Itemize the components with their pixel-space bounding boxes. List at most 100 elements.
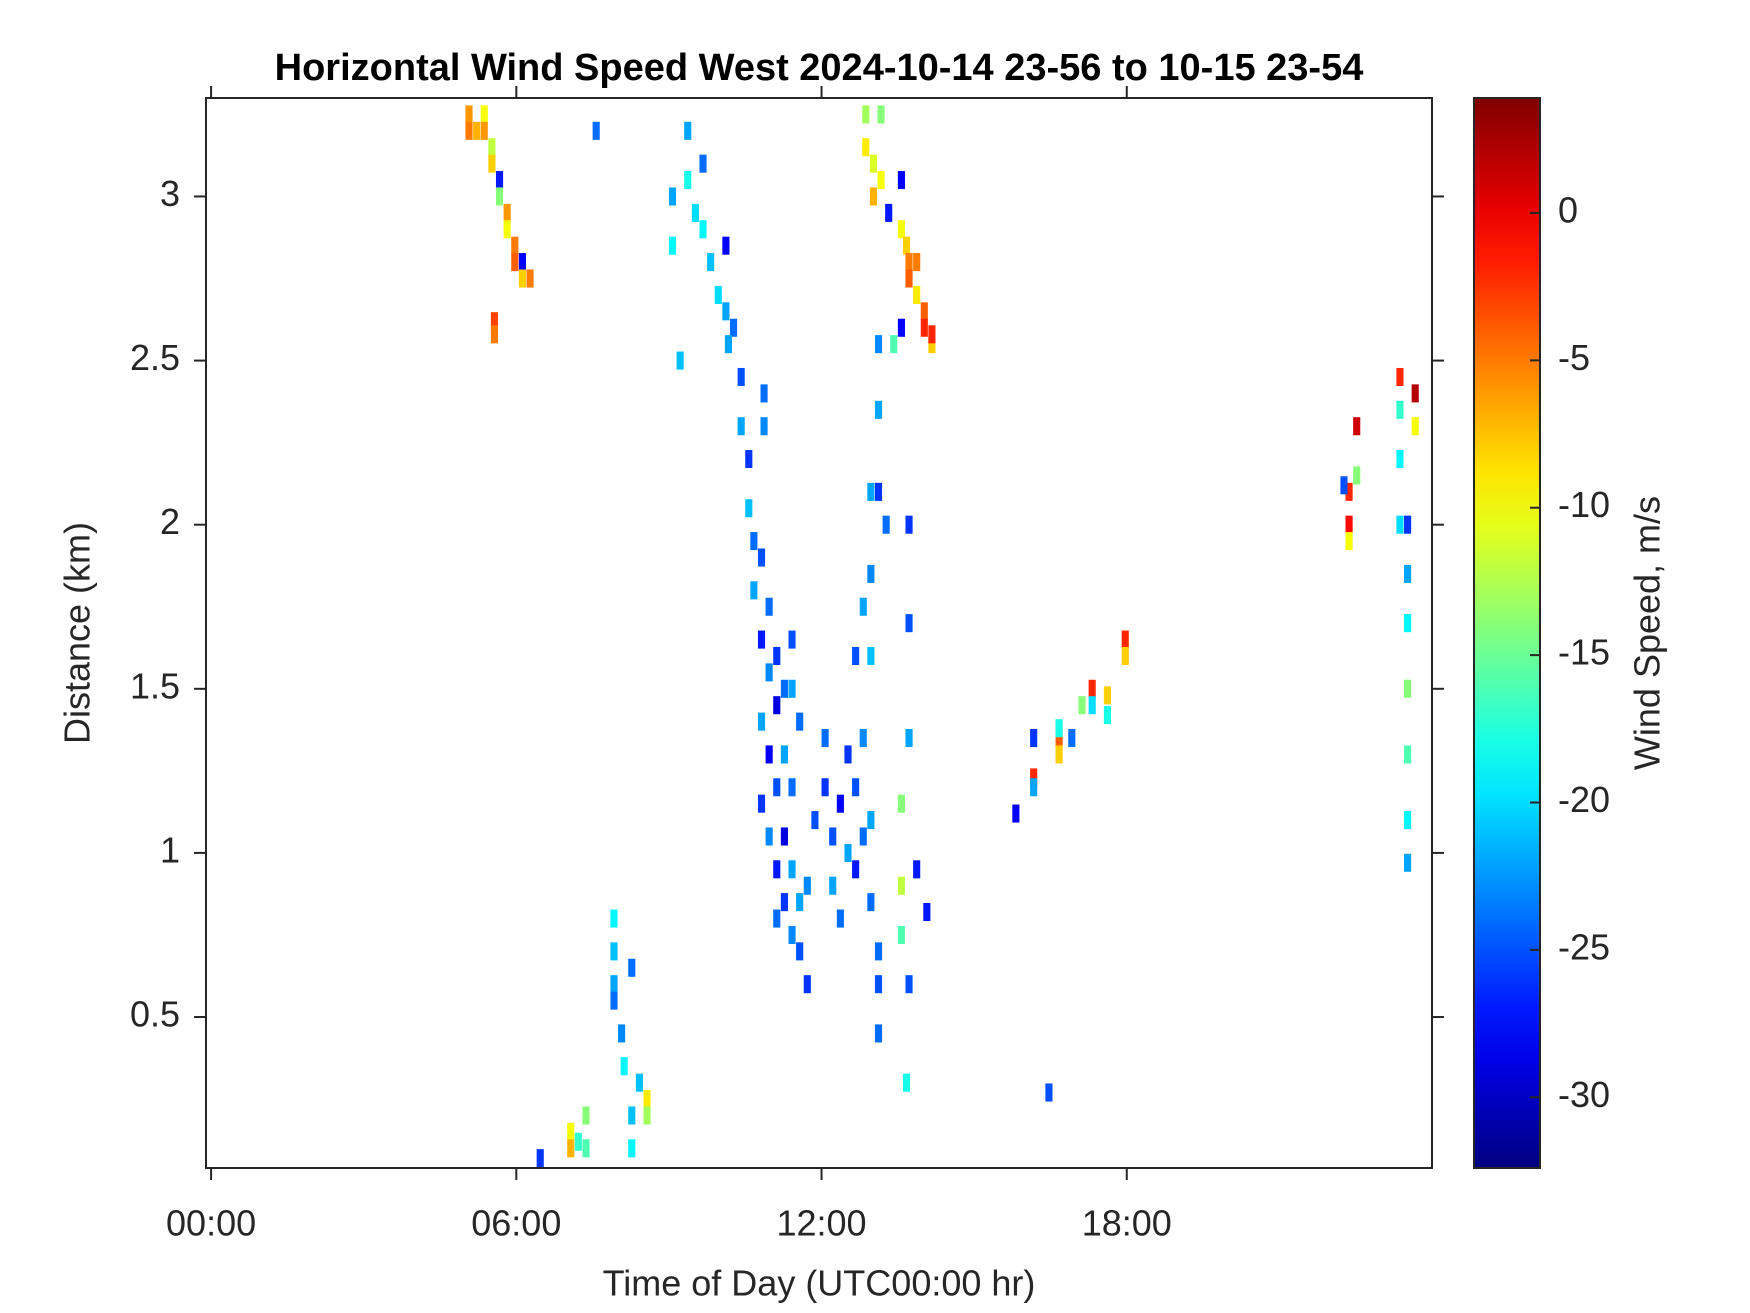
heat-cell [1088, 696, 1096, 715]
heat-cell [862, 138, 870, 157]
heat-cell [874, 335, 883, 354]
heat-cell [511, 253, 519, 272]
heat-cell [788, 778, 796, 797]
heat-cell [780, 893, 788, 912]
heat-cell [902, 1073, 911, 1092]
heat-cell [803, 876, 811, 895]
heat-cell [821, 729, 829, 748]
heat-cell [869, 187, 877, 206]
colorbar-tick-label: -5 [1558, 337, 1590, 378]
heat-cell [920, 318, 928, 337]
heat-cell [745, 450, 753, 469]
heat-cell [582, 1106, 590, 1125]
heat-cell [862, 105, 870, 124]
heat-cell [773, 778, 781, 797]
heat-cell [874, 482, 883, 501]
heat-cell [1121, 630, 1129, 649]
heat-cell [574, 1132, 582, 1151]
heat-cell [780, 745, 788, 764]
heat-cell [765, 663, 773, 682]
heat-cell [684, 121, 692, 140]
heat-cell [869, 154, 877, 173]
heat-cell [928, 335, 936, 354]
heat-cell [796, 712, 804, 731]
heat-cell [567, 1139, 575, 1158]
colorbar-tick-label: -15 [1558, 632, 1610, 673]
heat-cell [1012, 804, 1020, 823]
heat-cell [1404, 679, 1412, 698]
heat-cell [1404, 515, 1412, 534]
heat-cell [737, 367, 745, 387]
heat-cell [829, 876, 837, 895]
heat-cell [724, 335, 733, 354]
heat-cell [905, 253, 913, 272]
heat-cell [722, 302, 730, 321]
x-tick-label: 12:00 [776, 1203, 866, 1244]
heat-cell [668, 236, 677, 255]
heat-cell [859, 729, 867, 748]
heat-cell [897, 925, 905, 944]
heat-cell [905, 614, 913, 633]
heat-cell [874, 942, 883, 961]
heat-cell [897, 318, 905, 337]
heat-cell [511, 236, 519, 255]
heat-cell [852, 778, 860, 797]
plot-frame [205, 97, 1433, 1169]
heat-cell [811, 811, 819, 830]
heat-cell [1078, 696, 1086, 715]
heat-cell [928, 325, 936, 344]
heat-cell [1088, 679, 1096, 698]
heat-cell [1411, 384, 1419, 403]
heat-cell [788, 860, 796, 879]
heat-cell [773, 860, 781, 879]
heat-cell [852, 646, 860, 666]
colorbar-tick-label: -20 [1558, 779, 1610, 820]
heat-cell [829, 827, 837, 846]
heat-cell [796, 893, 804, 912]
heat-cell [1340, 476, 1348, 495]
heat-cell [643, 1090, 651, 1109]
heat-cell [867, 482, 875, 501]
heat-cell [737, 417, 745, 436]
heat-cell [913, 860, 921, 879]
heat-cell [668, 187, 677, 206]
heat-cell [920, 302, 928, 321]
heat-cell [610, 942, 618, 961]
heat-cell [905, 515, 913, 534]
heat-cell [1030, 768, 1038, 787]
heat-cell [788, 925, 796, 944]
heat-cell [760, 384, 768, 403]
heat-cell [465, 105, 473, 124]
heat-cell [567, 1122, 575, 1141]
heat-cell [490, 325, 499, 344]
heat-cell [473, 121, 481, 140]
heat-cell [707, 253, 715, 272]
y-axis-label: Distance (km) [57, 522, 98, 744]
heat-cell [867, 893, 875, 912]
heat-cell [757, 712, 766, 731]
y-tick-label: 0.5 [130, 994, 180, 1035]
heat-cell [788, 630, 796, 649]
heat-cell [780, 679, 788, 698]
heat-cell [877, 171, 885, 190]
heat-cell [1121, 646, 1129, 666]
heat-cell [890, 335, 898, 354]
y-tick-label: 2 [160, 501, 180, 542]
heat-cell [905, 269, 913, 288]
heat-cell [699, 220, 707, 239]
heat-cell [1055, 719, 1063, 738]
heat-cell [592, 121, 600, 140]
heat-cell [803, 975, 811, 994]
heat-cell [844, 745, 852, 764]
colorbar-tick-label: -10 [1558, 484, 1610, 525]
heat-cell [913, 253, 921, 272]
heat-cell [765, 745, 773, 764]
heat-cell [1404, 614, 1412, 633]
y-tick-label: 1 [160, 829, 180, 870]
heat-cell [765, 827, 773, 846]
y-tick-label: 1.5 [130, 665, 180, 706]
heat-cell [610, 975, 618, 994]
heat-cell [859, 597, 867, 616]
heat-cell [503, 220, 511, 239]
